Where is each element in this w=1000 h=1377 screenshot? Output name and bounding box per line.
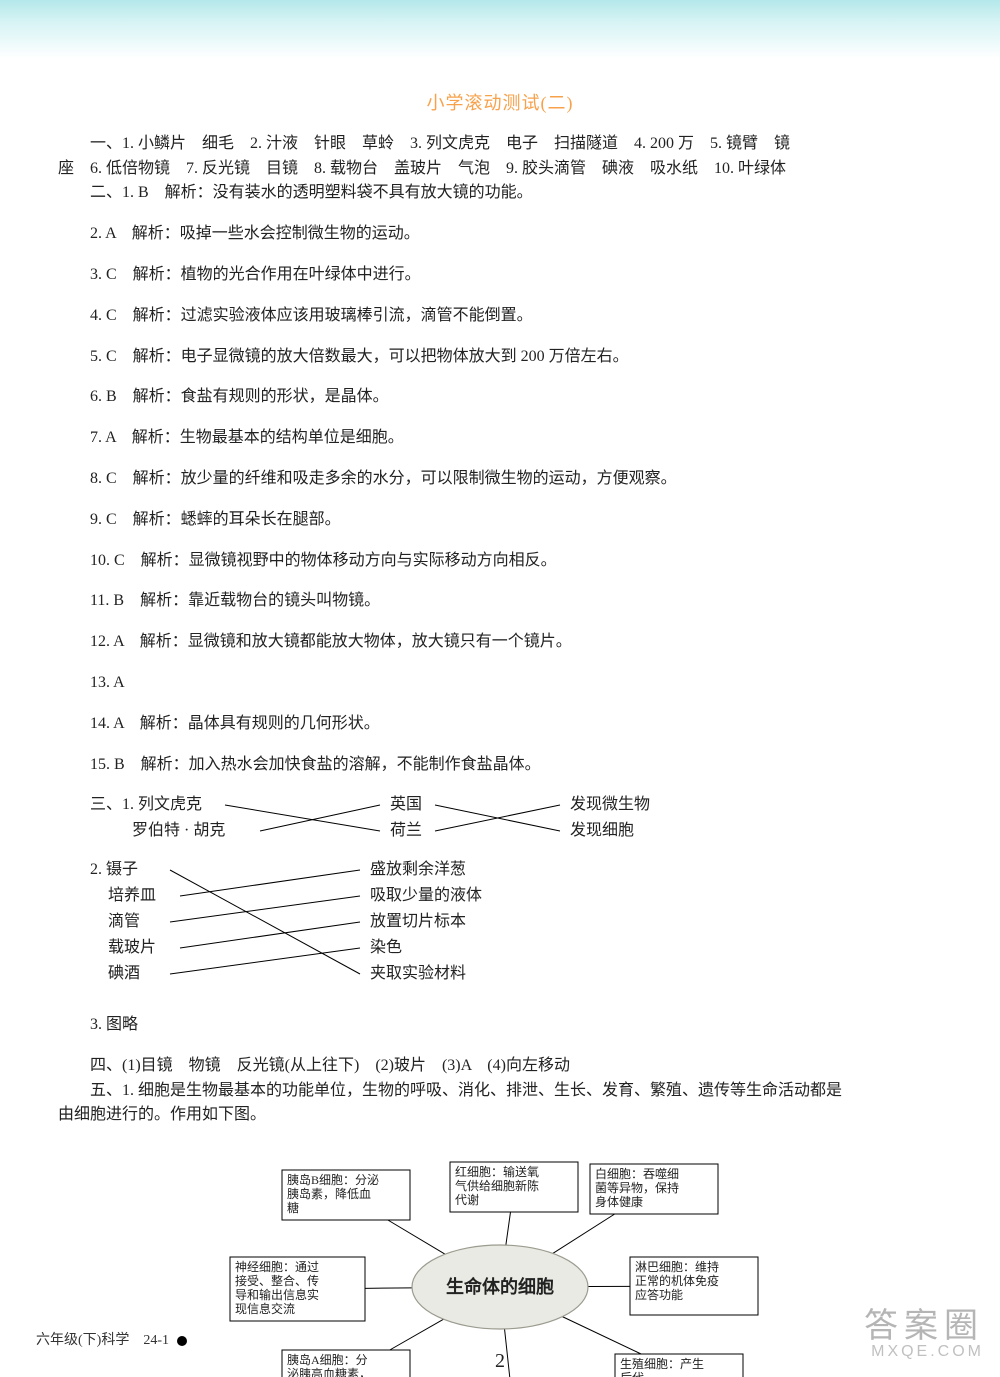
mc-12: 12. A 解析：显微镜和放大镜都能放大物体，放大镜只有一个镜片。 (90, 630, 942, 655)
mc-10: 10. C 解析：显微镜视野中的物体移动方向与实际移动方向相反。 (90, 549, 942, 574)
svg-text:荷兰: 荷兰 (390, 821, 422, 839)
svg-text:放置切片标本: 放置切片标本 (370, 912, 466, 930)
footer-dot-icon (177, 1336, 187, 1346)
sec3-3: 3. 图略 (90, 1013, 942, 1038)
svg-text:三、1. 列文虎克: 三、1. 列文虎克 (90, 795, 202, 813)
svg-text:罗伯特 · 胡克: 罗伯特 · 胡克 (132, 821, 225, 839)
svg-text:发现细胞: 发现细胞 (570, 821, 634, 839)
svg-text:滴管: 滴管 (108, 912, 140, 930)
watermark-line1: 答案圈 (864, 1309, 984, 1343)
svg-text:染色: 染色 (370, 938, 402, 956)
cross1-svg: 三、1. 列文虎克 罗伯特 · 胡克 英国 荷兰 发现微生物 发现细胞 (90, 793, 740, 845)
mc-3: 3. C 解析：植物的光合作用在叶绿体中进行。 (90, 263, 942, 288)
content-area: 小学滚动测试(二) 一、1. 小鳞片 细毛 2. 汁液 针眼 草蛉 3. 列文虎… (58, 90, 942, 1377)
sec1-line1b: 座 6. 低倍物镜 7. 反光镜 目镜 8. 载物台 盖玻片 气泡 9. 胶头滴… (58, 157, 942, 182)
svg-text:发现微生物: 发现微生物 (570, 795, 650, 813)
cell-diagram-svg: 生命体的细胞红细胞：输送氧气供给细胞新陈代谢白细胞：吞噬细菌等异物，保持身体健康… (170, 1132, 830, 1377)
svg-text:生命体的细胞: 生命体的细胞 (446, 1276, 554, 1297)
mc-7: 7. A 解析：生物最基本的结构单位是细胞。 (90, 426, 942, 451)
page-root: 小学滚动测试(二) 一、1. 小鳞片 细毛 2. 汁液 针眼 草蛉 3. 列文虎… (0, 0, 1000, 1377)
svg-text:培养皿: 培养皿 (108, 886, 156, 904)
svg-text:胰岛A细胞：分泌胰高血糖素，可升高血糖: 胰岛A细胞：分泌胰高血糖素，可升高血糖 (287, 1352, 371, 1377)
mc-6: 6. B 解析：食盐有规则的形状，是晶体。 (90, 385, 942, 410)
mc-2: 2. A 解析：吸掉一些水会控制微生物的运动。 (90, 222, 942, 247)
sec5b: 由细胞进行的。作用如下图。 (58, 1103, 942, 1128)
cross-match-1: 三、1. 列文虎克 罗伯特 · 胡克 英国 荷兰 发现微生物 发现细胞 (90, 793, 942, 854)
header-gradient (0, 0, 1000, 58)
watermark-line2: MXQE.COM (864, 1343, 984, 1361)
svg-text:2. 镊子: 2. 镊子 (90, 860, 138, 878)
svg-text:碘酒: 碘酒 (108, 964, 140, 982)
mc-13: 13. A (90, 671, 942, 696)
page-number: 2 (495, 1350, 505, 1373)
mc-9: 9. C 解析：蟋蟀的耳朵长在腿部。 (90, 508, 942, 533)
sec2-intro: 二、1. B 解析：没有装水的透明塑料袋不具有放大镜的功能。 (58, 181, 942, 206)
sec1-line1: 一、1. 小鳞片 细毛 2. 汁液 针眼 草蛉 3. 列文虎克 电子 扫描隧道 … (58, 132, 942, 157)
mc-4: 4. C 解析：过滤实验液体应该用玻璃棒引流，滴管不能倒置。 (90, 304, 942, 329)
mc-5: 5. C 解析：电子显微镜的放大倍数最大，可以把物体放大到 200 万倍左右。 (90, 345, 942, 370)
mc-8: 8. C 解析：放少量的纤维和吸走多余的水分，可以限制微生物的运动，方便观察。 (90, 467, 942, 492)
cell-diagram: 生命体的细胞红细胞：输送氧气供给细胞新陈代谢白细胞：吞噬细菌等异物，保持身体健康… (58, 1132, 942, 1377)
svg-text:吸取少量的液体: 吸取少量的液体 (370, 886, 482, 904)
title-test-2: 小学滚动测试(二) (58, 90, 942, 118)
svg-text:夹取实验材料: 夹取实验材料 (370, 964, 466, 982)
cross-match-2: 2. 镊子 培养皿 滴管 载玻片 碘酒 盛放剩余洋葱 吸取少量的液体 放置切片标… (90, 858, 942, 997)
svg-text:载玻片: 载玻片 (108, 938, 156, 956)
mc-15: 15. B 解析：加入热水会加快食盐的溶解，不能制作食盐晶体。 (90, 753, 942, 778)
watermark: 答案圈 MXQE.COM (864, 1309, 984, 1361)
cross2-svg: 2. 镊子 培养皿 滴管 载玻片 碘酒 盛放剩余洋葱 吸取少量的液体 放置切片标… (90, 858, 650, 988)
sec4: 四、(1)目镜 物镜 反光镜(从上往下) (2)玻片 (3)A (4)向左移动 (58, 1054, 942, 1079)
sec5a: 五、1. 细胞是生物最基本的功能单位，生物的呼吸、消化、排泄、生长、发育、繁殖、… (58, 1079, 942, 1104)
footer-label: 六年级(下)科学 24-1 (36, 1329, 187, 1349)
svg-text:盛放剩余洋葱: 盛放剩余洋葱 (370, 859, 466, 878)
mc-11: 11. B 解析：靠近载物台的镜头叫物镜。 (90, 589, 942, 614)
footer-text: 六年级(下)科学 24-1 (36, 1333, 169, 1348)
svg-text:英国: 英国 (390, 795, 422, 813)
mc-14: 14. A 解析：晶体具有规则的几何形状。 (90, 712, 942, 737)
